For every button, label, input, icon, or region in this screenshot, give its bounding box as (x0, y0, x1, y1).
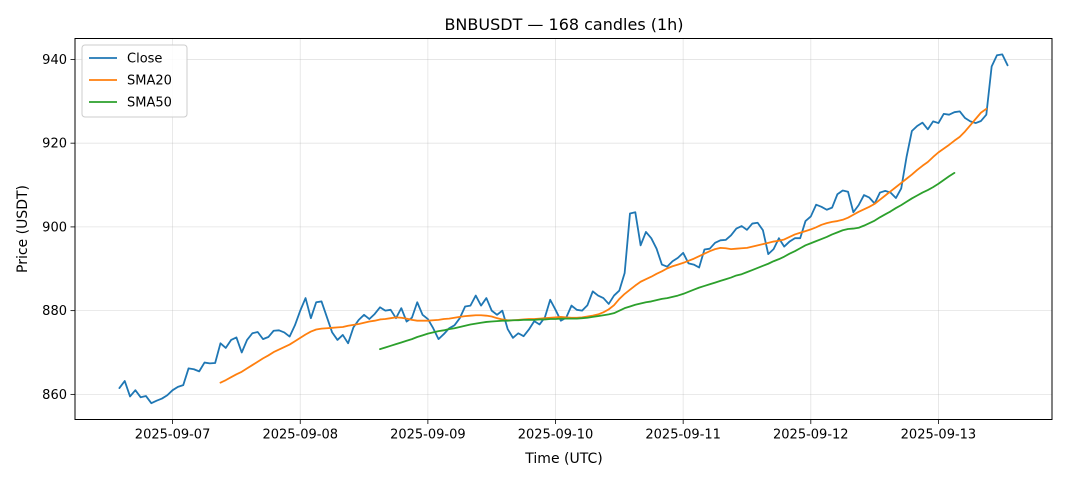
legend-label-close: Close (127, 52, 162, 67)
y-axis-title: Price (USDT) (15, 185, 31, 273)
y-tick-label: 940 (42, 53, 67, 68)
y-tick-label: 880 (42, 304, 67, 319)
series-line-sma50 (379, 171, 956, 351)
legend-label-sma50: SMA50 (127, 96, 172, 111)
chart-title: BNBUSDT — 168 candles (1h) (444, 15, 683, 34)
series-line-sma20 (219, 107, 988, 384)
grid (75, 38, 1052, 420)
legend-label-sma20: SMA20 (127, 74, 172, 89)
x-tick-label: 2025-09-10 (518, 428, 594, 443)
x-tick-label: 2025-09-11 (645, 428, 721, 443)
x-tick-label: 2025-09-13 (901, 428, 977, 443)
plot-area-frame (74, 38, 1053, 420)
y-tick-label: 920 (42, 137, 67, 152)
legend: Close SMA20 SMA50 (81, 44, 188, 118)
axis-ticks: 2025-09-07 2025-09-08 2025-09-09 2025-09-10… (42, 53, 976, 443)
x-tick-label: 2025-09-12 (773, 428, 849, 443)
x-tick-label: 2025-09-08 (262, 428, 338, 443)
y-tick-label: 900 (42, 220, 67, 235)
x-tick-label: 2025-09-07 (135, 428, 211, 443)
series-lines (118, 53, 1009, 405)
x-tick-label: 2025-09-09 (390, 428, 466, 443)
x-axis-title: Time (UTC) (524, 451, 602, 467)
legend-box (81, 44, 188, 118)
y-tick-label: 860 (42, 388, 67, 403)
